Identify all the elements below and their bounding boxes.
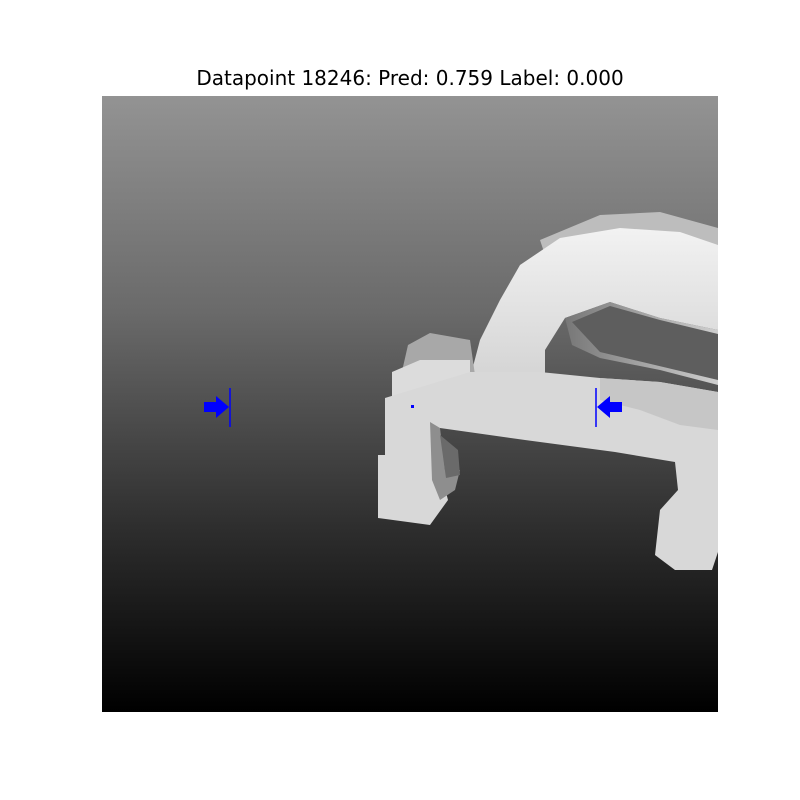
dot-icon — [411, 405, 414, 408]
figure-title: Datapoint 18246: Pred: 0.759 Label: 0.00… — [196, 66, 624, 90]
arrow-pointing-right-icon — [204, 388, 231, 427]
arrow-pointing-left-icon — [595, 388, 622, 427]
object-shape — [378, 212, 718, 570]
